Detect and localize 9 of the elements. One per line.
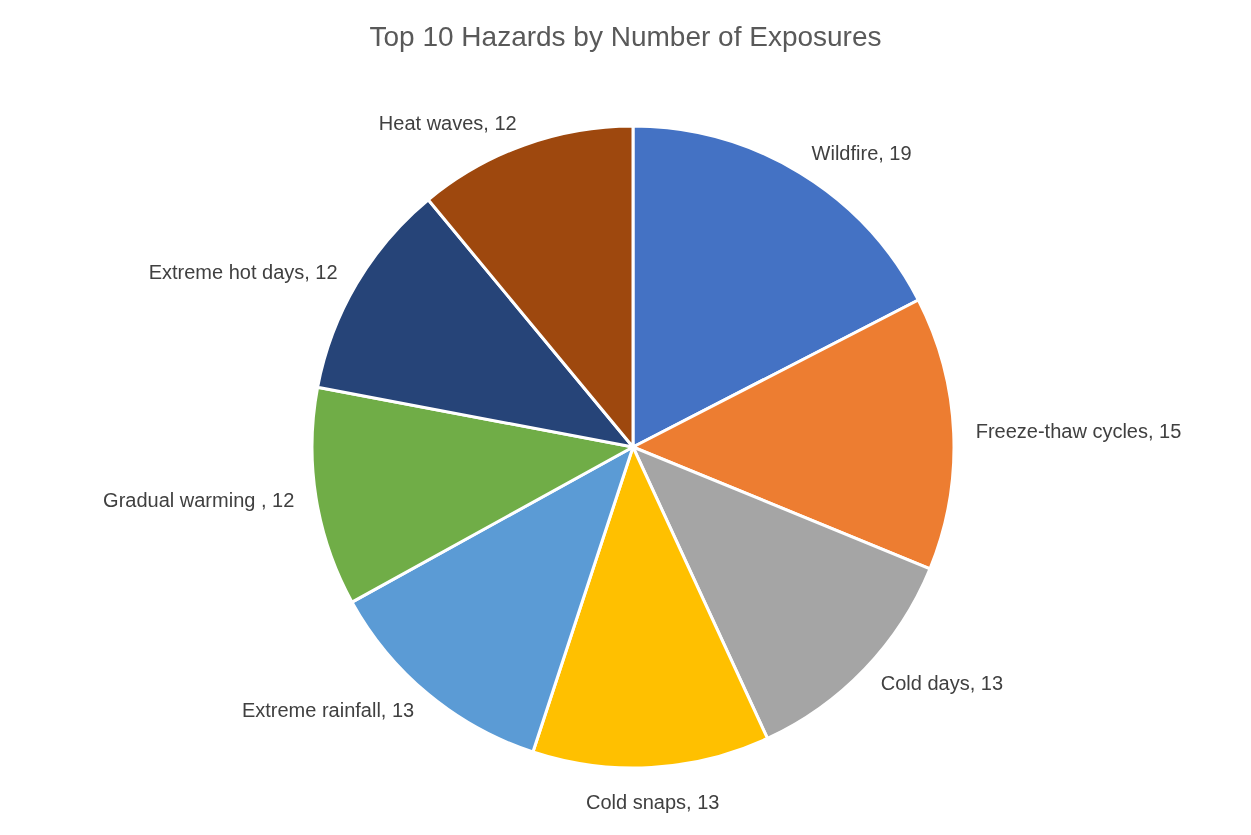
slice-label: Gradual warming , 12 bbox=[103, 489, 295, 512]
slice-label: Heat waves, 12 bbox=[378, 112, 517, 135]
slice-label: Freeze-thaw cycles, 15 bbox=[975, 420, 1182, 443]
slice-label: Cold days, 13 bbox=[880, 672, 1004, 695]
slice-label: Extreme rainfall, 13 bbox=[241, 699, 415, 722]
slice-label: Wildfire, 19 bbox=[811, 142, 912, 165]
chart-title: Top 10 Hazards by Number of Exposures bbox=[369, 21, 882, 52]
slice-label: Cold snaps, 13 bbox=[586, 791, 720, 814]
slice-label: Extreme hot days, 12 bbox=[148, 260, 338, 283]
